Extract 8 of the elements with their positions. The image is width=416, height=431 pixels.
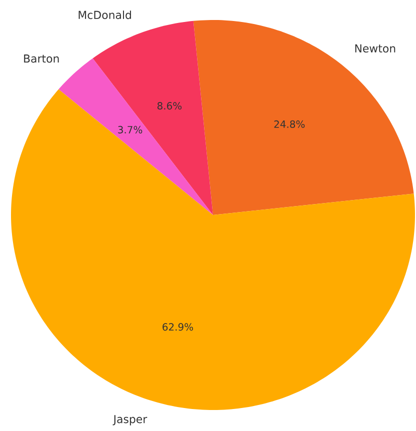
slice-label: Barton: [24, 54, 59, 63]
data-label: 62.9%: [162, 323, 194, 331]
slice-label: Newton: [355, 44, 396, 53]
data-label: 3.7%: [118, 126, 142, 134]
data-label: 8.6%: [157, 102, 182, 110]
slice-label: McDonald: [78, 10, 131, 20]
data-label: 24.8%: [274, 120, 305, 128]
slice-label: Jasper: [112, 415, 148, 426]
